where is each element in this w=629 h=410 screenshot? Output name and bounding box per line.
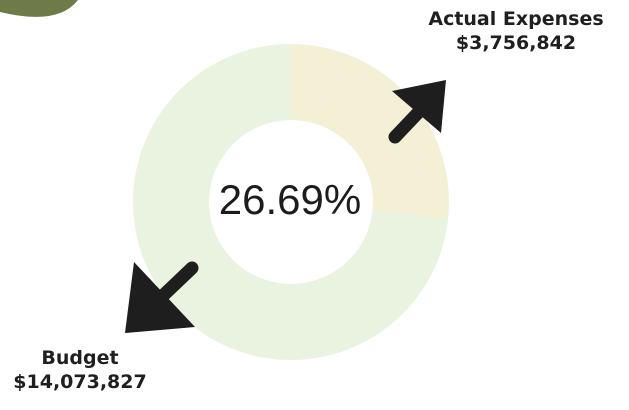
slice-actual-expenses	[291, 44, 449, 219]
arrow-down-left-icon	[125, 261, 199, 333]
budget-value: $14,073,827	[13, 370, 147, 393]
center-percentage-label: 26.69%	[218, 176, 362, 223]
budget-title: Budget	[41, 347, 119, 369]
slice-budget	[133, 44, 449, 360]
budget-label: Budget $14,073,827	[0, 347, 160, 395]
actual-expenses-label: Actual Expenses $3,756,842	[400, 8, 629, 56]
arrow-up-right-icon	[388, 80, 446, 144]
actual-expenses-title: Actual Expenses	[428, 8, 604, 30]
corner-accent-shape	[0, 0, 78, 17]
actual-expenses-value: $3,756,842	[455, 31, 577, 54]
